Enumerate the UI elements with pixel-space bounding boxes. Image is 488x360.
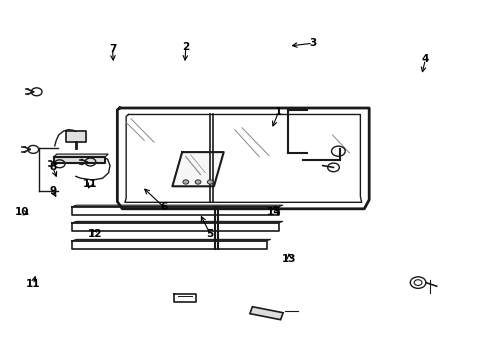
Text: 9: 9 bbox=[49, 186, 56, 196]
Text: 8: 8 bbox=[49, 162, 56, 172]
Bar bbox=[249, 307, 283, 320]
Text: 10: 10 bbox=[15, 207, 30, 217]
Polygon shape bbox=[72, 205, 282, 207]
Text: 13: 13 bbox=[282, 254, 296, 264]
Text: 5: 5 bbox=[206, 229, 213, 239]
Text: 2: 2 bbox=[182, 42, 189, 52]
Polygon shape bbox=[72, 239, 270, 241]
Text: 14: 14 bbox=[266, 207, 281, 217]
Polygon shape bbox=[172, 152, 223, 186]
Text: 1: 1 bbox=[275, 107, 282, 117]
Text: 4: 4 bbox=[421, 54, 428, 64]
Circle shape bbox=[183, 180, 188, 184]
Text: 12: 12 bbox=[88, 229, 102, 239]
Text: 3: 3 bbox=[309, 38, 316, 48]
Circle shape bbox=[207, 180, 213, 184]
Polygon shape bbox=[54, 154, 108, 157]
Polygon shape bbox=[54, 157, 105, 163]
Text: 7: 7 bbox=[108, 44, 116, 54]
Text: 11: 11 bbox=[83, 179, 98, 189]
Polygon shape bbox=[72, 221, 282, 223]
Polygon shape bbox=[66, 131, 85, 142]
Text: 6: 6 bbox=[160, 202, 167, 212]
Circle shape bbox=[195, 180, 201, 184]
Text: 11: 11 bbox=[26, 279, 41, 289]
